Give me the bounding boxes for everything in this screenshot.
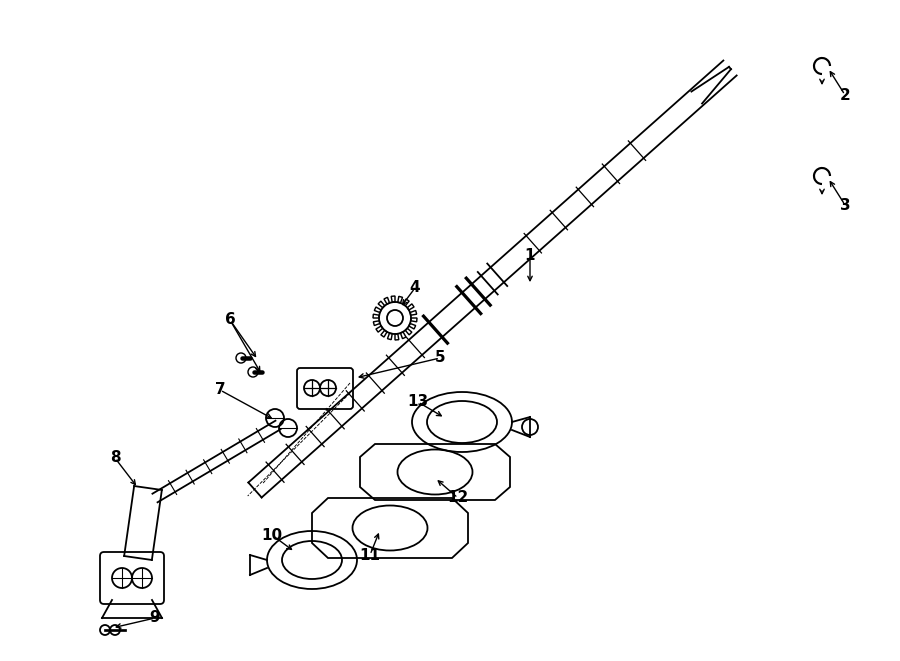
Text: 7: 7 — [215, 383, 225, 397]
Text: 2: 2 — [840, 87, 850, 102]
Text: 10: 10 — [261, 527, 283, 543]
Text: 6: 6 — [225, 313, 236, 327]
Text: 4: 4 — [410, 280, 420, 295]
Text: 13: 13 — [408, 395, 428, 410]
Text: 11: 11 — [359, 547, 381, 563]
Text: 5: 5 — [435, 350, 446, 366]
Text: 8: 8 — [110, 451, 121, 465]
Text: 9: 9 — [149, 611, 160, 625]
Text: 1: 1 — [525, 247, 535, 262]
Text: 12: 12 — [447, 490, 469, 506]
Text: 3: 3 — [840, 198, 850, 212]
